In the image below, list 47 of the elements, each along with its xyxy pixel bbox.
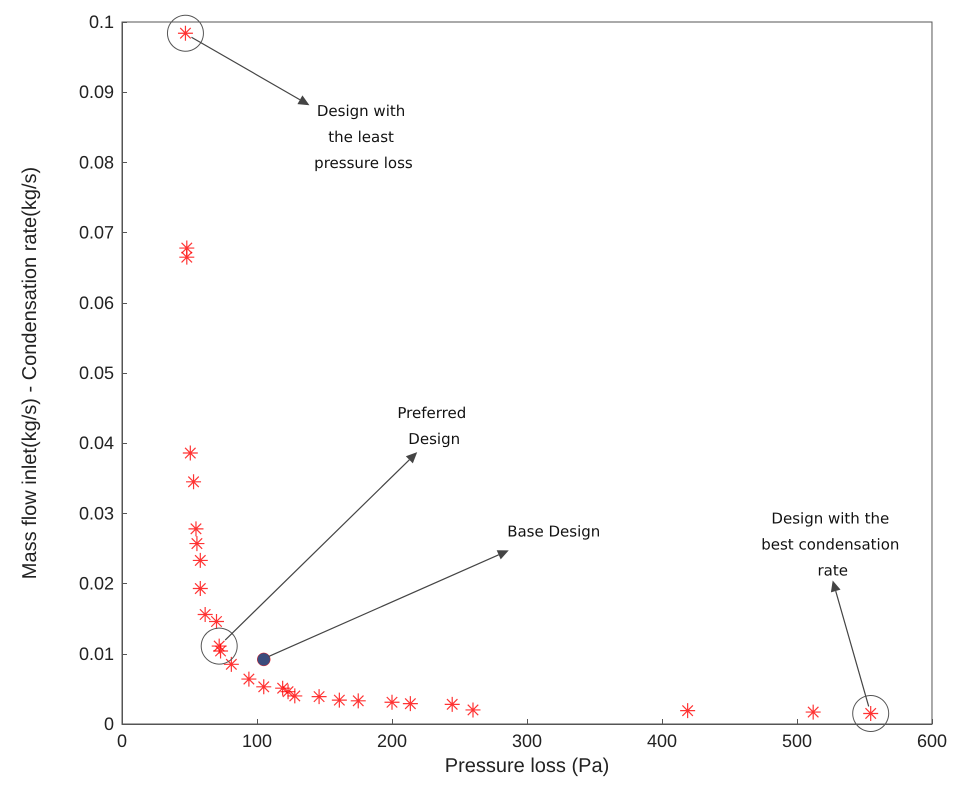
x-tick-label: 500 <box>782 731 812 751</box>
point <box>384 694 400 710</box>
x-tick-label: 100 <box>242 731 272 751</box>
y-tick-label: 0.05 <box>78 363 114 383</box>
y-tick-label: 0.09 <box>78 82 114 102</box>
point <box>223 656 240 672</box>
x-tick-label: 600 <box>916 731 948 751</box>
point <box>680 702 696 719</box>
y-tick-label: 0 <box>104 714 114 734</box>
x-tick-label: 400 <box>646 731 678 751</box>
x-axis-title: Pressure loss (Pa) <box>444 755 610 777</box>
point <box>188 520 204 537</box>
y-tick-label: 0.03 <box>78 503 114 524</box>
annotation: Design with the least pressure loss <box>314 102 413 172</box>
point <box>444 696 460 712</box>
annotation: Preferred Design <box>397 404 472 448</box>
point <box>188 535 206 552</box>
point <box>197 606 214 623</box>
point <box>178 240 195 256</box>
point <box>192 580 208 597</box>
point <box>178 249 195 266</box>
y-tick-label: 0.08 <box>78 152 114 172</box>
y-tick-label: 0.06 <box>78 292 114 313</box>
point <box>240 670 257 688</box>
point <box>331 692 348 708</box>
point <box>805 704 822 720</box>
y-tick-label: 0.02 <box>78 574 114 594</box>
point <box>350 692 366 709</box>
x-tick-label: 300 <box>512 731 542 751</box>
point <box>257 652 270 666</box>
point <box>192 552 208 569</box>
y-tick-label: 0.1 <box>88 12 114 32</box>
point <box>464 702 482 718</box>
y-tick-label: 0.01 <box>78 644 114 664</box>
y-tick-label: 0.04 <box>78 433 114 454</box>
x-tick-label: 200 <box>376 731 408 751</box>
point <box>185 474 202 490</box>
point <box>402 696 418 712</box>
point <box>182 444 198 462</box>
point <box>256 678 272 695</box>
x-tick-label: 0 <box>116 731 128 751</box>
y-tick-label: 0.07 <box>78 222 114 243</box>
point <box>208 613 225 630</box>
point <box>310 688 328 705</box>
y-axis-title: Mass flow inlet(kg/s) - Condensation rate(kg/s) <box>19 166 41 580</box>
annotation: Base Design <box>507 522 600 540</box>
annotation: Design with the best condensation rate <box>761 509 904 580</box>
